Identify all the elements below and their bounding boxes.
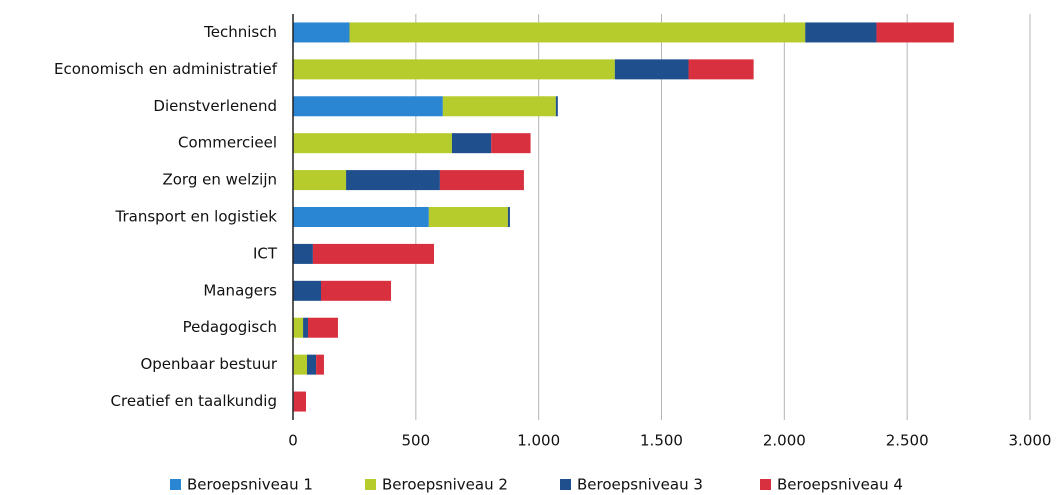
bar-segment bbox=[293, 133, 452, 154]
bar-segment bbox=[293, 96, 443, 117]
bar-segment bbox=[507, 207, 510, 227]
legend-swatch bbox=[560, 479, 571, 490]
bar-segment bbox=[442, 96, 556, 117]
bar-segment bbox=[316, 354, 324, 375]
bar-segment bbox=[805, 22, 877, 43]
bar-segment bbox=[439, 170, 524, 191]
bar-segment bbox=[312, 243, 435, 264]
y-tick-label: Commercieel bbox=[178, 134, 277, 152]
y-tick-label: Transport en logistiek bbox=[115, 208, 278, 226]
bar-segment bbox=[876, 22, 954, 43]
y-tick-label: ICT bbox=[253, 244, 278, 262]
x-tick-label: 2.500 bbox=[886, 432, 929, 450]
y-tick-label: Zorg en welzijn bbox=[162, 171, 277, 189]
y-tick-label: Economisch en administratief bbox=[54, 60, 278, 78]
legend-swatch bbox=[760, 479, 771, 490]
bar-segment bbox=[555, 96, 558, 117]
y-tick-label: Creatief en taalkundig bbox=[111, 392, 277, 410]
y-tick-label: Managers bbox=[203, 281, 277, 299]
bar-segment bbox=[614, 59, 689, 80]
x-tick-label: 1.000 bbox=[517, 432, 560, 450]
x-tick-label: 3.000 bbox=[1009, 432, 1052, 450]
bar-segment bbox=[293, 170, 347, 191]
bar-segment bbox=[428, 207, 508, 227]
x-tick-label: 1.500 bbox=[640, 432, 683, 450]
legend-swatch bbox=[365, 479, 376, 490]
bar-segment bbox=[293, 391, 307, 412]
bar-segment bbox=[293, 207, 429, 227]
bar-segment bbox=[293, 354, 308, 375]
bar-segment bbox=[307, 317, 338, 338]
bar-segment bbox=[688, 59, 754, 80]
bar-segment bbox=[293, 317, 304, 338]
bar-segment bbox=[349, 22, 806, 43]
bar-segment bbox=[307, 354, 317, 375]
legend-label: Beroepsniveau 4 bbox=[777, 476, 903, 494]
x-tick-label: 0 bbox=[288, 432, 298, 450]
legend-label: Beroepsniveau 2 bbox=[382, 476, 508, 494]
y-tick-label: Pedagogisch bbox=[183, 318, 277, 336]
y-tick-label: Dienstverlenend bbox=[153, 97, 277, 115]
bar-segment bbox=[346, 170, 440, 191]
legend-swatch bbox=[170, 479, 181, 490]
bar-segment bbox=[293, 22, 350, 43]
bar-segment bbox=[491, 133, 531, 154]
legend-label: Beroepsniveau 3 bbox=[577, 476, 703, 494]
legend-label: Beroepsniveau 1 bbox=[187, 476, 313, 494]
x-tick-label: 500 bbox=[402, 432, 431, 450]
bar-segment bbox=[303, 317, 308, 338]
bar-segment bbox=[321, 280, 392, 301]
x-tick-label: 2.000 bbox=[763, 432, 806, 450]
bar-segment bbox=[451, 133, 492, 154]
bar-segment bbox=[293, 280, 322, 301]
bar-segment bbox=[293, 243, 313, 264]
bar-segment bbox=[293, 59, 615, 80]
y-tick-label: Technisch bbox=[203, 23, 277, 41]
y-tick-label: Openbaar bestuur bbox=[140, 355, 277, 373]
